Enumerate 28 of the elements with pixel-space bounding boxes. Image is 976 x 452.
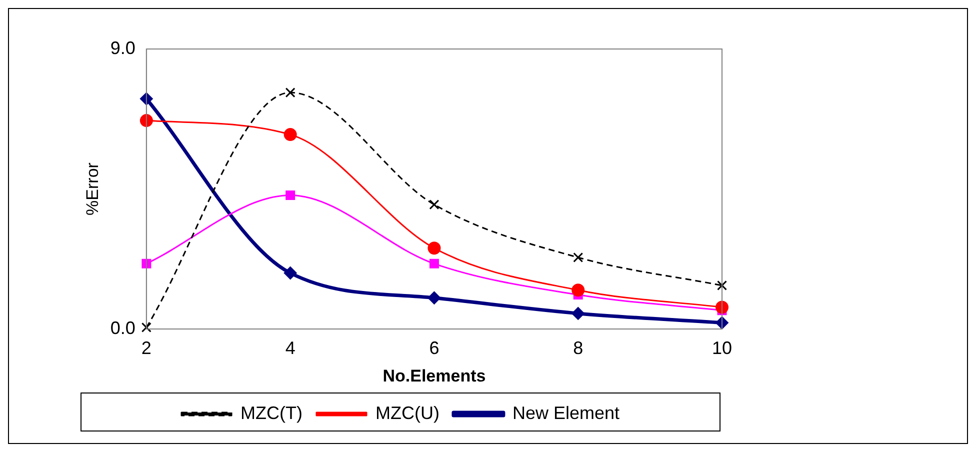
point	[284, 266, 297, 280]
x-tick-label: 4	[285, 338, 296, 358]
point	[141, 322, 152, 332]
legend-label: New Element	[512, 402, 620, 423]
point	[284, 128, 297, 142]
point	[429, 200, 440, 210]
point	[428, 291, 441, 304]
x-tick-label: 8	[573, 338, 584, 358]
y-axis-title: %Error	[82, 162, 102, 216]
point	[140, 114, 153, 128]
point	[286, 190, 296, 200]
y-tick-label: 0.0	[110, 318, 136, 338]
point	[572, 306, 585, 320]
point	[572, 284, 585, 297]
point	[428, 242, 441, 255]
legend-label: MZC(T)	[240, 402, 302, 423]
y-tick-label: 9.0	[110, 38, 136, 58]
x-tick-label: 10	[712, 338, 732, 358]
x-tick-label: 6	[429, 338, 440, 358]
point	[429, 258, 439, 268]
x-axis-title: No.Elements	[382, 366, 486, 386]
point	[716, 300, 728, 314]
x-tick-label: 2	[141, 338, 152, 358]
point	[717, 280, 727, 290]
point	[573, 252, 584, 262]
point	[285, 88, 296, 98]
legend-label: MZC(U)	[375, 402, 440, 423]
point	[142, 258, 152, 268]
